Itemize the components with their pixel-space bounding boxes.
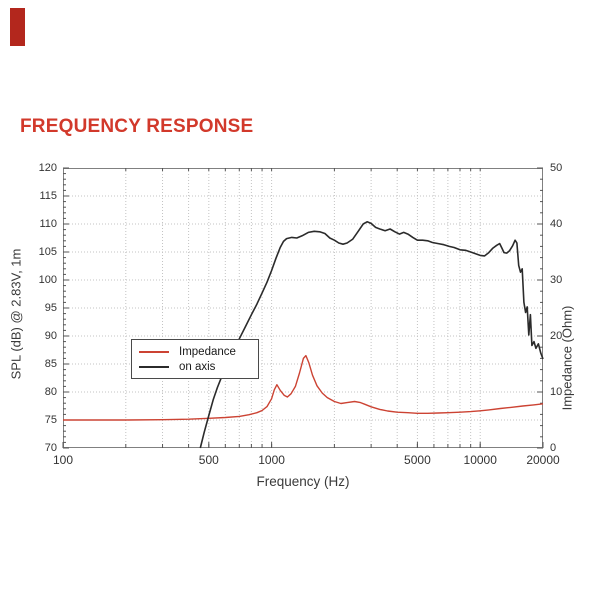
y-left-tick-label: 90 xyxy=(44,330,57,342)
on-axis-curve xyxy=(199,220,544,449)
y-axis-title-right: Impedance (Ohm) xyxy=(559,305,575,411)
x-axis-title: Frequency (Hz) xyxy=(256,474,350,489)
brand-logo-mark xyxy=(10,8,25,46)
y-right-tick-label: 0 xyxy=(550,442,557,454)
x-tick-label: 1000 xyxy=(258,453,285,467)
y-left-tick-label: 85 xyxy=(44,358,57,370)
legend-label-impedance: Impedance xyxy=(179,345,236,358)
y-left-tick-label: 75 xyxy=(44,414,57,426)
y-right-tick-label: 50 xyxy=(550,162,563,174)
y-left-tick-label: 80 xyxy=(44,386,57,398)
y-left-tick-label: 100 xyxy=(38,274,57,286)
chart-legend: Impedance on axis xyxy=(131,339,259,379)
x-tick-label: 500 xyxy=(198,453,219,467)
y-left-tick-label: 105 xyxy=(38,246,57,258)
y-left-tick-label: 120 xyxy=(38,162,57,174)
on-axis-line-swatch xyxy=(139,365,169,368)
legend-item-on-axis: on axis xyxy=(139,359,252,374)
y-right-tick-label: 30 xyxy=(550,274,563,286)
page-title: FREQUENCY RESPONSE xyxy=(20,116,254,137)
x-tick-label: 5000 xyxy=(404,453,431,467)
y-right-tick-label: 20 xyxy=(550,330,563,342)
y-left-tick-label: 70 xyxy=(44,442,57,454)
impedance-line-swatch xyxy=(139,350,169,353)
y-left-tick-label: 110 xyxy=(39,218,57,230)
x-tick-label: 100 xyxy=(52,453,74,467)
legend-item-impedance: Impedance xyxy=(139,344,252,359)
y-right-tick-label: 40 xyxy=(550,218,563,230)
legend-label-on-axis: on axis xyxy=(179,360,216,373)
y-left-tick-label: 95 xyxy=(44,302,57,314)
y-axis-title-left: SPL (dB) @ 2.83V, 1m xyxy=(8,248,24,380)
y-left-tick-label: 115 xyxy=(39,190,57,202)
impedance-curve xyxy=(63,354,544,421)
x-tick-label: 20000 xyxy=(526,453,560,467)
chart-canvas xyxy=(62,167,544,449)
chart-plot-area: Impedance on axis xyxy=(62,167,544,449)
y-right-tick-label: 10 xyxy=(550,386,563,398)
x-tick-label: 10000 xyxy=(463,453,497,467)
